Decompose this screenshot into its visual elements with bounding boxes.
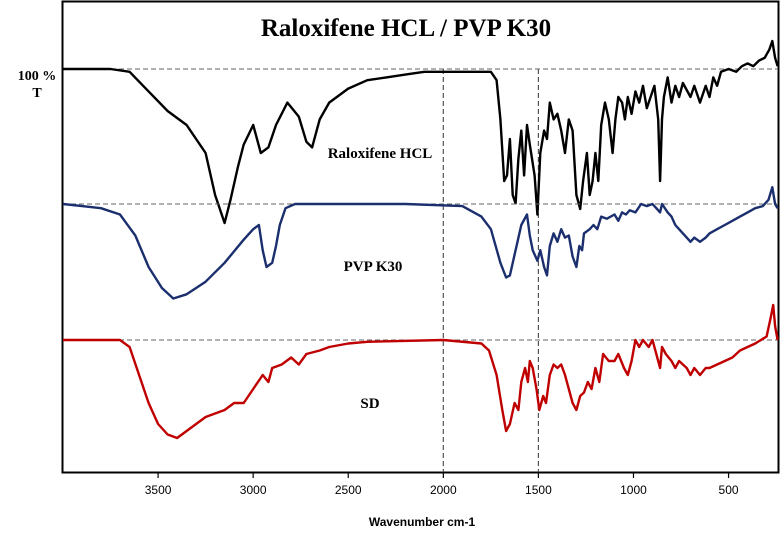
series-line-2 [63,303,779,440]
series-line-1 [62,186,779,300]
x-tick-label: 1000 [620,483,647,497]
series-group [62,39,779,440]
x-tick-label: 3500 [145,483,172,497]
x-tick-label: 2500 [335,483,362,497]
x-tick-label: 2000 [430,483,457,497]
y-label-line2: T [32,86,42,101]
series-label-pvp: PVP K30 [344,259,403,275]
x-axis-label: Wavenumber cm-1 [369,515,476,529]
x-tick-label: 500 [719,483,739,497]
x-tick-label: 3000 [240,483,267,497]
series-label-raloxifene: Raloxifene HCL [328,146,433,162]
y-label-line1: 100 % [18,69,57,84]
chart-title: Raloxifene HCL / PVP K30 [261,15,551,42]
x-axis: 3500 3000 2500 2000 1500 1000 500 [145,472,739,497]
reference-lines [442,69,539,472]
x-tick-label: 1500 [525,483,552,497]
series-line-0 [63,39,779,225]
plot-frame [61,0,780,474]
series-label-sd: SD [360,396,379,412]
